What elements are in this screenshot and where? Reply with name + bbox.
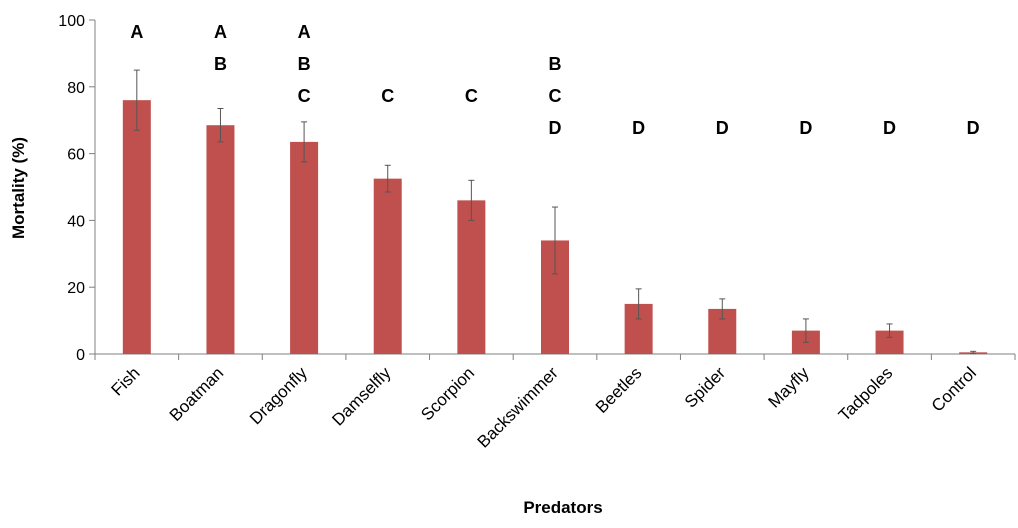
y-tick-label: 60	[67, 147, 85, 164]
significance-letter: C	[298, 86, 311, 106]
significance-letter: B	[549, 54, 562, 74]
significance-letter: D	[549, 118, 562, 138]
error-bar-tadpoles	[886, 323, 893, 338]
category-label: Scorpion	[417, 363, 478, 424]
category-label: Beetles	[592, 363, 646, 417]
significance-letter: C	[465, 86, 478, 106]
error-bar-mayfly	[802, 318, 809, 343]
error-bar-boatman	[217, 108, 224, 143]
significance-letter: A	[214, 22, 227, 42]
category-label: Fish	[107, 363, 143, 399]
bars	[122, 100, 988, 355]
axes: 0 20 40 60 80 100	[58, 13, 1016, 364]
bar-boatman	[206, 125, 235, 355]
significance-letter: D	[632, 118, 645, 138]
significance-letter: A	[130, 22, 143, 42]
category-label: Mayfly	[765, 363, 814, 412]
significance-letter: C	[549, 86, 562, 106]
significance-letter: D	[799, 118, 812, 138]
error-bar-scorpion	[468, 179, 475, 221]
y-tick-label: 40	[67, 213, 85, 230]
category-label: Boatman	[166, 363, 228, 425]
error-bar-spider	[719, 298, 726, 320]
significance-letter: D	[716, 118, 729, 138]
y-tick-label: 20	[67, 280, 85, 297]
error-bar-fish	[133, 69, 140, 131]
error-bar-backswimmer	[552, 206, 558, 275]
category-label: Tadpoles	[835, 363, 897, 425]
bar-damselfly	[373, 178, 402, 354]
error-bar-beetles	[635, 288, 642, 320]
error-bar-dragonfly	[301, 121, 308, 163]
significance-letter: D	[967, 118, 980, 138]
category-label: Backswimmer	[474, 363, 562, 451]
significance-letter: A	[298, 22, 311, 42]
bar-dragonfly	[290, 141, 319, 354]
category-labels: Fish Boatman Dragonfly Damselfly ScorpionBac…	[107, 363, 980, 452]
bar-scorpion	[457, 200, 486, 354]
y-tick-label: 80	[67, 80, 85, 97]
significance-letter: C	[381, 86, 394, 106]
error-bars	[133, 69, 977, 354]
y-axis-title: Mortality (%)	[9, 137, 28, 239]
significance-letter: B	[298, 54, 311, 74]
bar-tadpoles	[875, 330, 904, 354]
category-label: Dragonfly	[246, 363, 311, 428]
significance-letter: D	[883, 118, 896, 138]
category-label: Spider	[681, 363, 729, 411]
x-axis-title: Predators	[523, 498, 602, 517]
category-label: Damselfly	[328, 363, 395, 430]
error-bar-damselfly	[384, 164, 391, 193]
bar-fish	[122, 100, 151, 354]
category-label: Control	[928, 363, 980, 415]
error-bar-control	[970, 350, 977, 354]
y-tick-label: 0	[76, 347, 85, 364]
significance-letter: B	[214, 54, 227, 74]
y-tick-label: 100	[58, 13, 85, 30]
